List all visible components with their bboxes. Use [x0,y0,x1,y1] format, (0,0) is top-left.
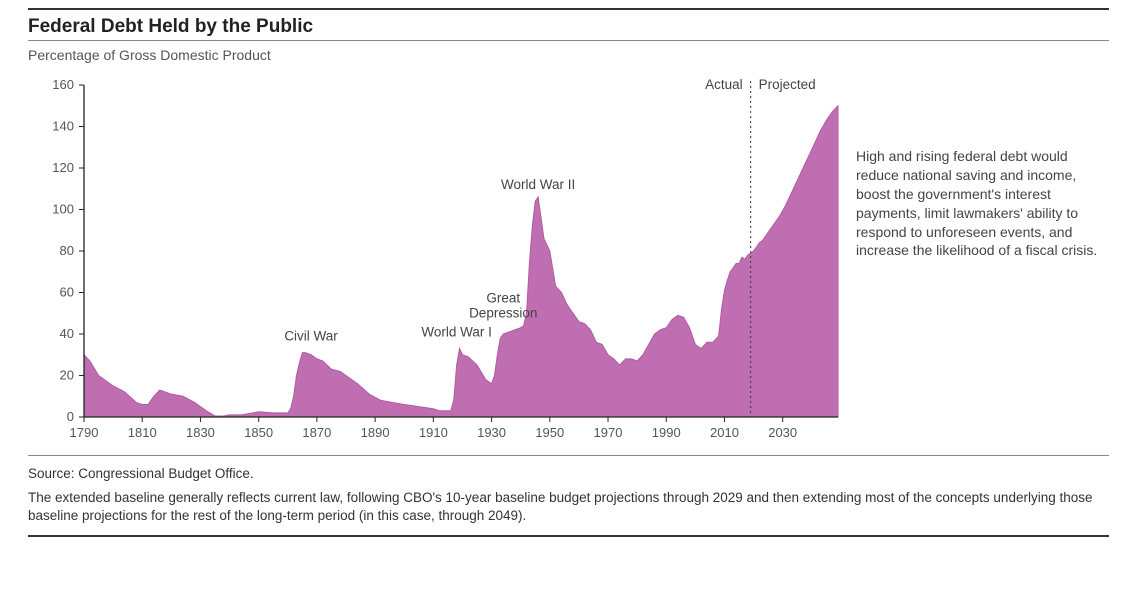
x-tick-label: 1990 [652,425,681,440]
side-annotation: High and rising federal debt would reduc… [848,67,1098,260]
chart-title: Federal Debt Held by the Public [28,16,1109,38]
x-tick-label: 2030 [768,425,797,440]
x-tick-label: 1910 [419,425,448,440]
footnote-text: The extended baseline generally reflects… [28,489,1109,525]
y-tick-label: 40 [60,326,74,341]
label-actual: Actual [705,77,743,92]
chart-annotation: Depression [469,306,537,321]
y-tick-label: 160 [52,77,74,92]
y-tick-label: 120 [52,160,74,175]
x-tick-label: 1970 [594,425,623,440]
x-tick-label: 2010 [710,425,739,440]
source-line: Source: Congressional Budget Office. [28,466,1109,481]
chart-annotation: World War I [421,324,492,339]
x-tick-label: 1790 [70,425,99,440]
y-tick-label: 140 [52,119,74,134]
title-underline [28,40,1109,41]
x-tick-label: 1930 [477,425,506,440]
x-tick-label: 1850 [244,425,273,440]
debt-area-chart: 0 20 40 60 80 100 120 140 160 1790 1810 1830 1850 187… [28,67,848,447]
x-tick-label: 1810 [128,425,157,440]
chart-annotation: Great [486,291,520,306]
x-tick-label: 1950 [535,425,564,440]
bottom-rule-thick [28,535,1109,537]
chart-subtitle: Percentage of Gross Domestic Product [28,47,1109,63]
chart-annotation: World War II [501,177,575,192]
area-series [84,106,838,417]
footer-rule [28,455,1109,456]
top-rule-thick [28,8,1109,10]
x-tick-label: 1830 [186,425,215,440]
y-tick-label: 20 [60,368,74,383]
y-tick-label: 80 [60,243,74,258]
label-projected: Projected [759,77,816,92]
x-tick-label: 1870 [302,425,331,440]
y-tick-label: 0 [67,409,74,424]
y-tick-label: 100 [52,202,74,217]
chart-annotation: Civil War [284,329,338,344]
chart-row: 0 20 40 60 80 100 120 140 160 1790 1810 1830 1850 187… [28,67,1109,447]
x-tick-label: 1890 [361,425,390,440]
y-tick-label: 60 [60,285,74,300]
